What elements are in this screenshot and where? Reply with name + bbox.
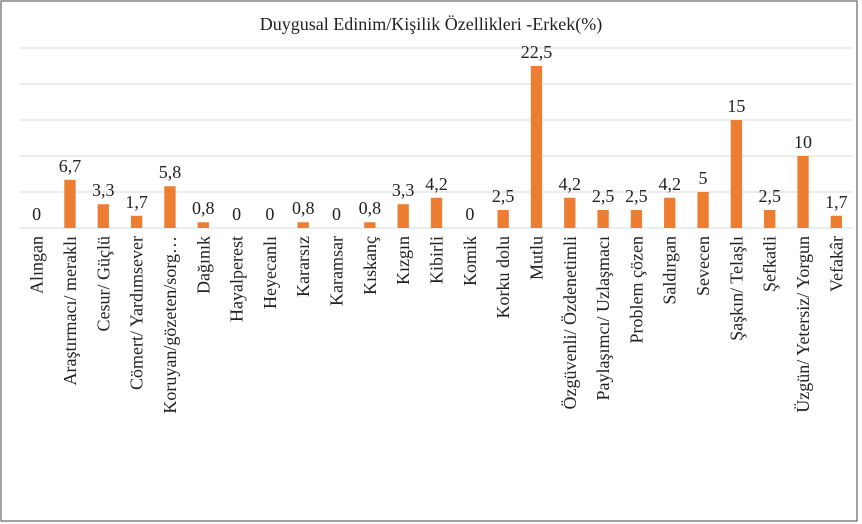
bar [630, 210, 643, 228]
x-tick-label: Problem çözen [626, 236, 646, 343]
x-tick-label: Kızgın [393, 236, 413, 285]
x-tick-label: Korku dolu [493, 236, 513, 319]
x-tick-label: Üzgün/ Yetersiz/ Yorgun [793, 236, 813, 413]
bar [730, 120, 743, 228]
x-tick-label: Saldırgan [660, 236, 680, 305]
chart-title: Duygusal Edinim/Kişilik Özellikleri -Erk… [260, 14, 602, 35]
x-tick-label: Kararsız [293, 236, 313, 297]
data-label: 0,8 [292, 198, 315, 218]
x-tick-label: Şefkatli [760, 236, 780, 292]
x-tick-label: Vefakâr [826, 236, 846, 292]
bar [130, 215, 143, 228]
x-tick-label: Heyecanlı [260, 236, 280, 309]
x-tick-label: Cesur/ Güçlü [93, 236, 113, 331]
data-label: 2,5 [592, 186, 615, 206]
bar [164, 186, 176, 228]
x-tick-label: Cömert/ Yardımsever [127, 236, 147, 390]
data-label: 0 [465, 204, 474, 224]
x-tick-label: Mutlu [526, 236, 546, 280]
data-label: 2,5 [625, 186, 648, 206]
x-tick-label: Kıskanç [360, 236, 380, 295]
bar [664, 197, 676, 228]
bar [197, 222, 209, 228]
data-label: 10 [794, 132, 812, 152]
x-tick-label: Şaşkın/ Telaşlı [726, 236, 746, 341]
data-label: 6,7 [59, 156, 82, 176]
data-label: 2,5 [758, 186, 781, 206]
bar [364, 222, 376, 228]
bar [597, 210, 609, 228]
x-tick-label: Paylaşımcı/ Uzlaşmacı [593, 236, 613, 400]
x-tick-label: Dağınık [193, 236, 213, 294]
bar [764, 210, 776, 228]
data-label: 0 [332, 204, 341, 224]
bar [530, 66, 543, 228]
bar [497, 210, 509, 228]
bar [430, 197, 443, 228]
bar [697, 192, 709, 228]
data-label: 0 [32, 204, 41, 224]
x-tick-label: Komik [460, 236, 480, 286]
bar [97, 204, 109, 228]
data-label: 15 [727, 96, 745, 116]
data-label: 0 [232, 204, 241, 224]
data-label: 3,3 [392, 180, 415, 200]
data-label: 4,2 [425, 174, 448, 194]
bar [64, 179, 76, 228]
data-label: 4,2 [559, 174, 582, 194]
data-label: 5,8 [159, 162, 182, 182]
data-label: 0 [265, 204, 274, 224]
bar [797, 156, 809, 228]
data-label: 22,5 [521, 42, 553, 62]
x-tick-label: Hayalperest [227, 236, 247, 322]
data-label: 3,3 [92, 180, 115, 200]
x-tick-label: Karamsar [327, 236, 347, 306]
data-label: 4,2 [658, 174, 681, 194]
x-tick-label: Alıngan [27, 236, 47, 294]
data-label: 0,8 [359, 198, 382, 218]
x-tick-label: Koruyan/gözeten/sorg… [160, 236, 180, 414]
data-label: 0,8 [192, 198, 215, 218]
data-label: 2,5 [492, 186, 515, 206]
bar [564, 197, 576, 228]
data-label: 1,7 [825, 192, 848, 212]
bar [830, 215, 843, 228]
x-tick-label: Özgüvenli/ Özdenetimli [560, 236, 580, 409]
bar [297, 222, 309, 228]
data-label: 5 [699, 168, 708, 188]
data-label: 1,7 [125, 192, 148, 212]
x-tick-label: Araştırmacı/ meraklı [60, 236, 80, 385]
bar [397, 204, 409, 228]
x-tick-label: Kibirli [427, 236, 447, 284]
x-tick-label: Sevecen [693, 236, 713, 296]
